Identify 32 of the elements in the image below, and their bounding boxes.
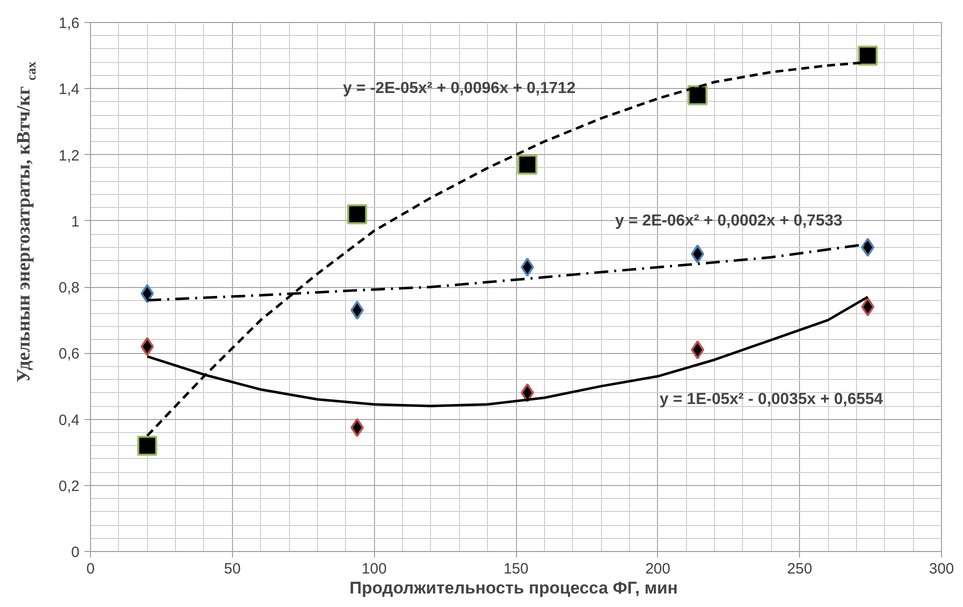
y-tick-label: 0,2 bbox=[58, 478, 80, 495]
point bbox=[347, 204, 368, 224]
y-tick-label: 1,6 bbox=[58, 15, 80, 32]
point bbox=[350, 418, 364, 438]
x-tick-label: 0 bbox=[86, 560, 95, 578]
x-tick-label: 300 bbox=[928, 560, 954, 578]
annotation: y = -2E-05x² + 0,0096x + 0,1712 bbox=[342, 80, 576, 98]
x-tick-label: 250 bbox=[787, 560, 812, 578]
y-tick-label: 0,8 bbox=[58, 280, 80, 296]
annotation: y = 2E-06x² + 0,0002x + 0,7533 bbox=[615, 212, 842, 230]
y-tick-label: 0 bbox=[71, 544, 80, 561]
y-tick-label: 1,4 bbox=[58, 81, 80, 98]
annotation: y = 1E-05x² - 0,0035x + 0,6554 bbox=[660, 390, 884, 408]
y-tick-label: 0,6 bbox=[58, 346, 80, 363]
point bbox=[690, 340, 704, 360]
point bbox=[858, 46, 878, 66]
point bbox=[137, 436, 158, 456]
point bbox=[690, 244, 704, 264]
x-tick-label: 150 bbox=[503, 560, 529, 578]
point bbox=[688, 85, 708, 106]
point bbox=[517, 154, 538, 175]
x-axis-title: Продолжительность процесса ФГ, мин bbox=[350, 578, 678, 598]
x-tick-label: 200 bbox=[645, 560, 670, 578]
y-axis-title: Удельнын энергозатраты, кВтч/кгсах bbox=[14, 61, 38, 382]
x-tick-label: 100 bbox=[362, 560, 387, 578]
x-tick-label: 50 bbox=[224, 560, 241, 578]
point bbox=[350, 300, 364, 320]
point bbox=[520, 383, 534, 402]
y-tick-label: 1 bbox=[71, 213, 80, 230]
y-tick-label: 1,2 bbox=[58, 147, 80, 164]
point bbox=[520, 258, 534, 277]
y-tick-label: 0,4 bbox=[58, 412, 80, 429]
